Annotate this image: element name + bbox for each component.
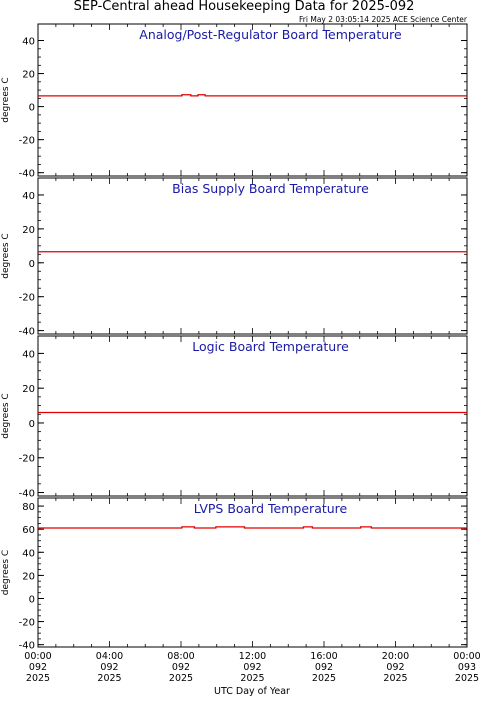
panel-1: -40 -20 0 20 40 degrees C Analog/Post-Regulato…: [1, 23, 468, 180]
x-tick-label-year: 2025: [169, 673, 193, 684]
series-line: [38, 526, 467, 529]
panel-title: Analog/Post-Regulator Board Temperature: [139, 27, 402, 42]
x-tick-label-day: 092: [386, 662, 404, 673]
y-tick-label: 0: [29, 594, 35, 605]
x-tick-label-day: 092: [29, 662, 47, 673]
y-tick-label: -20: [19, 618, 35, 629]
plot-frame: [37, 177, 468, 335]
y-tick-label: 60: [22, 525, 35, 536]
x-axis: 00:00092202504:00092202508:00092202512:0…: [24, 651, 480, 684]
x-tick-label-time: 20:00: [382, 651, 409, 662]
x-tick-label-time: 04:00: [96, 651, 123, 662]
y-tick-label: -20: [19, 136, 35, 147]
panel-title: Bias Supply Board Temperature: [172, 181, 369, 196]
x-tick-label-day: 092: [243, 662, 261, 673]
x-tick-label-year: 2025: [97, 673, 121, 684]
x-tick-label-year: 2025: [240, 673, 264, 684]
y-tick-label: 80: [22, 502, 35, 513]
panel-3: -40 -20 0 20 40 degrees C Logic Board Temperat…: [1, 335, 468, 500]
x-tick-label-year: 2025: [383, 673, 407, 684]
x-tick-label-day: 093: [458, 662, 476, 673]
y-tick-label: -40: [19, 641, 35, 652]
panel-title: LVPS Board Temperature: [194, 501, 348, 516]
y-tick-label: -40: [19, 169, 35, 180]
y-tick-label: -20: [19, 454, 35, 465]
x-tick-label-year: 2025: [455, 673, 479, 684]
plot-frame: [37, 335, 468, 497]
panel-title: Logic Board Temperature: [192, 339, 349, 354]
y-axis-label: degrees C: [1, 77, 11, 122]
y-tick-label: 40: [22, 191, 35, 202]
x-tick-label-day: 092: [172, 662, 190, 673]
y-tick-label: -40: [19, 327, 35, 338]
y-axis-label: degrees C: [1, 550, 11, 595]
panel-4: -40 -20 0 20 40 60 80 degrees C LVPS Board Tempe…: [1, 497, 468, 652]
plot-frame: [37, 23, 468, 177]
y-tick-label: 40: [22, 37, 35, 48]
x-tick-label-time: 08:00: [167, 651, 194, 662]
y-tick-label: 20: [22, 225, 35, 236]
x-tick-label-time: 16:00: [310, 651, 337, 662]
series-line: [38, 94, 467, 97]
y-tick-label: 20: [22, 384, 35, 395]
x-tick-label-day: 092: [315, 662, 333, 673]
y-tick-label: 40: [22, 349, 35, 360]
y-tick-label: 20: [22, 571, 35, 582]
y-tick-label: 40: [22, 548, 35, 559]
x-tick-label-year: 2025: [312, 673, 336, 684]
x-tick-label-year: 2025: [26, 673, 50, 684]
y-tick-label: 0: [29, 419, 35, 430]
y-tick-label: 0: [29, 103, 35, 114]
x-tick-label-time: 00:00: [24, 651, 51, 662]
panels-group: -40 -20 0 20 40 degrees C Analog/Post-Regulato…: [1, 23, 468, 652]
y-tick-label: -40: [19, 489, 35, 500]
panel-2: -40 -20 0 20 40 degrees C Bias Supply Board Te…: [1, 177, 468, 338]
y-tick-label: 0: [29, 259, 35, 270]
y-axis-label: degrees C: [1, 393, 11, 438]
x-axis-label: UTC Day of Year: [214, 686, 290, 697]
x-tick-label-time: 00:00: [453, 651, 480, 662]
x-tick-label-time: 12:00: [239, 651, 266, 662]
y-tick-label: 20: [22, 70, 35, 81]
plot-frame: [37, 497, 468, 648]
x-tick-label-day: 092: [100, 662, 118, 673]
page-title: SEP-Central ahead Housekeeping Data for …: [74, 0, 415, 14]
y-axis-label: degrees C: [1, 233, 11, 278]
y-tick-label: -20: [19, 293, 35, 304]
timestamp-label: Fri May 2 03:05:14 2025 ACE Science Cent…: [299, 15, 468, 24]
